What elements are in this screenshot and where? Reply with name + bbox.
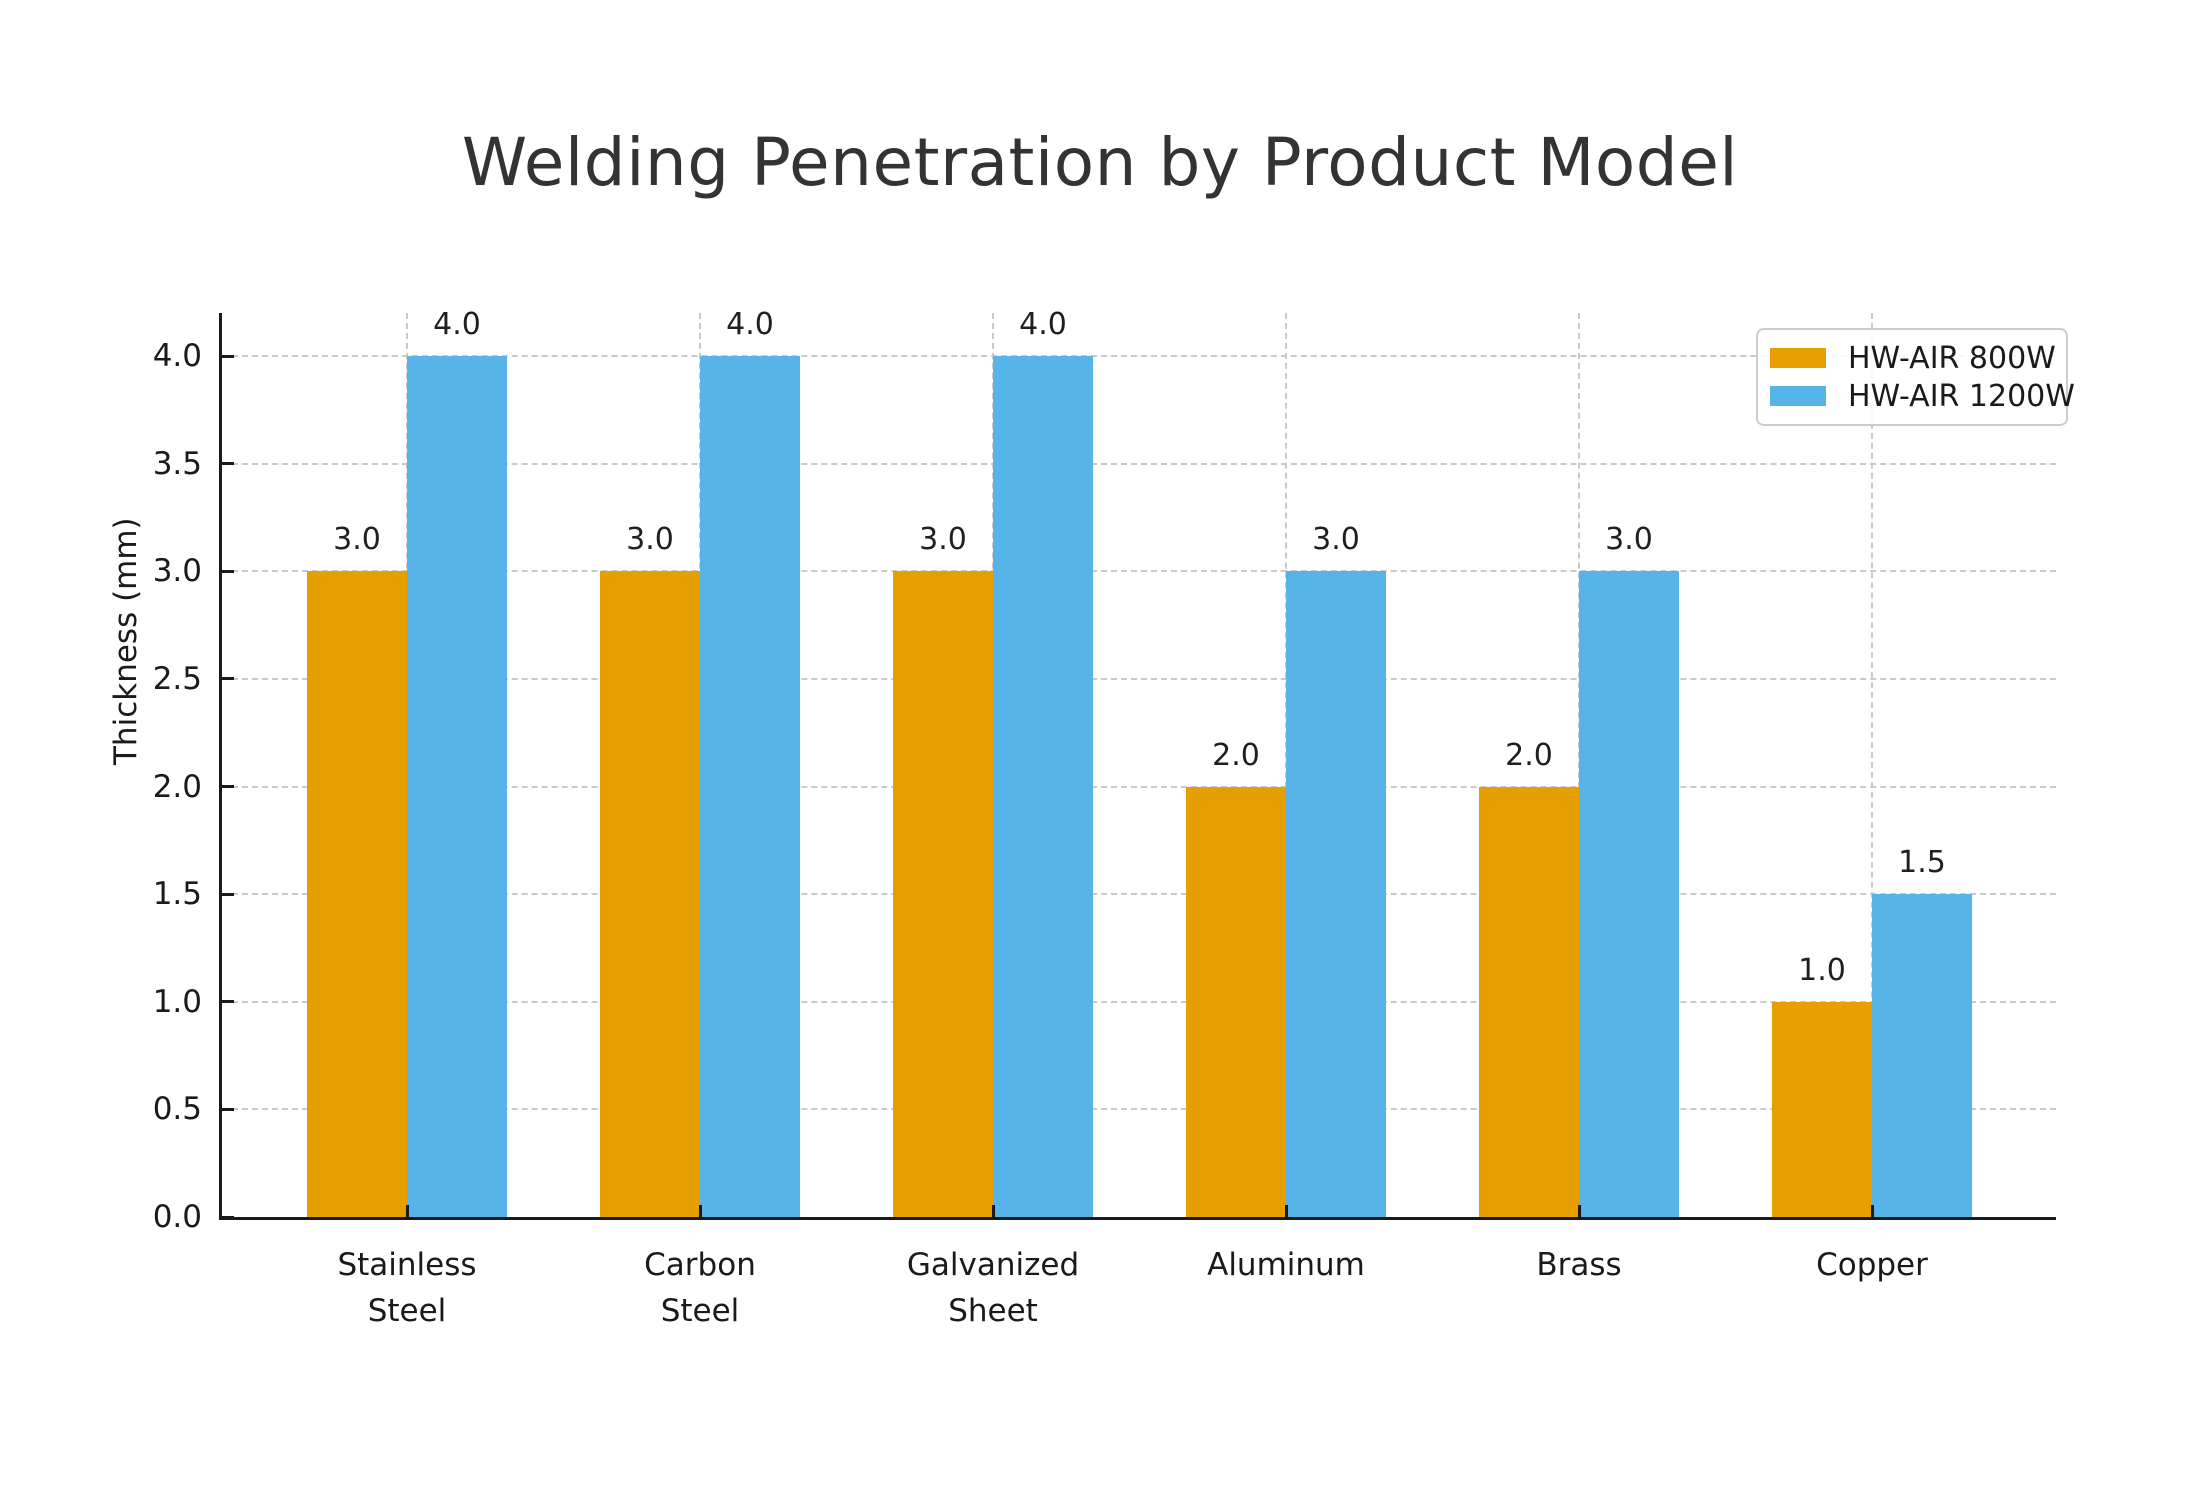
bar-hw-air-800w (600, 571, 700, 1217)
gridline-horizontal (222, 1000, 2056, 1003)
bar-hw-air-800w (1772, 1001, 1872, 1217)
x-tick-mark (991, 1205, 995, 1217)
y-tick-mark (222, 462, 234, 466)
gridline-vertical (1871, 313, 1873, 1217)
y-tick-mark (222, 1107, 234, 1111)
legend-swatch (1770, 348, 1826, 368)
y-tick-label: 4.0 (152, 338, 202, 375)
y-tick-label: 1.0 (152, 983, 202, 1020)
x-tick-label: Aluminum (1207, 1247, 1365, 1283)
bar-value-label: 1.5 (1898, 845, 1946, 881)
y-tick-label: 2.0 (152, 768, 202, 805)
y-tick-label: 2.5 (152, 660, 202, 697)
chart-title: Welding Penetration by Product Model (461, 124, 1739, 201)
bar-value-label: 4.0 (726, 307, 774, 343)
y-tick-label: 1.5 (152, 876, 202, 913)
bar-hw-air-800w (893, 571, 993, 1217)
x-tick-label: Galvanized Sheet (906, 1247, 1080, 1329)
y-tick-label: 3.0 (152, 553, 202, 590)
gridline-horizontal (222, 462, 2056, 465)
legend-label: HW-AIR 800W (1848, 340, 2056, 376)
x-tick-label: Brass (1536, 1247, 1622, 1283)
bar-hw-air-1200w (993, 356, 1093, 1217)
y-tick-mark (222, 1215, 234, 1219)
x-tick-mark (405, 1205, 409, 1217)
bar-value-label: 2.0 (1212, 737, 1260, 773)
bar-value-label: 3.0 (626, 522, 674, 558)
bar-value-label: 4.0 (1019, 307, 1067, 343)
bar-hw-air-800w (1479, 786, 1579, 1217)
gridline-horizontal (222, 893, 2056, 896)
legend-item: HW-AIR 1200W (1770, 377, 2075, 415)
bar-hw-air-1200w (1286, 571, 1386, 1217)
gridline-horizontal (222, 355, 2056, 358)
x-tick-mark (698, 1205, 702, 1217)
y-tick-label: 3.5 (152, 445, 202, 482)
bar-value-label: 2.0 (1505, 737, 1553, 773)
y-tick-mark (222, 354, 234, 358)
legend: HW-AIR 800W HW-AIR 1200W (1756, 328, 2075, 426)
plot-area: 3.0 4.0 3.0 4.0 3.0 4.0 2.0 3.0 2.0 3.0 1.0 1.5 (219, 308, 2056, 1220)
y-tick-label: 0.0 (152, 1199, 202, 1235)
legend-swatch (1770, 386, 1826, 406)
x-tick-mark (1577, 1205, 1581, 1217)
legend-label: HW-AIR 1200W (1848, 378, 2075, 414)
legend-item: HW-AIR 800W (1770, 339, 2056, 377)
bar-value-label: 3.0 (333, 522, 381, 558)
bar-value-label: 3.0 (1605, 522, 1653, 558)
bar-hw-air-1200w (700, 356, 800, 1217)
bar-value-label: 4.0 (433, 307, 481, 343)
bar-hw-air-800w (307, 571, 407, 1217)
gridline-horizontal (222, 785, 2056, 788)
gridline-horizontal (222, 1108, 2056, 1111)
y-tick-mark (222, 677, 234, 681)
x-tick-label: Stainless Steel (337, 1247, 477, 1329)
y-tick-mark (222, 569, 234, 573)
x-tick-mark (1284, 1205, 1288, 1217)
x-tick-label: Copper (1816, 1247, 1928, 1283)
y-tick-mark (222, 785, 234, 789)
gridline-horizontal (222, 570, 2056, 573)
y-tick-mark (222, 892, 234, 896)
plot-inner: 3.0 4.0 3.0 4.0 3.0 4.0 2.0 3.0 2.0 3.0 1.0 1.5 (222, 308, 2056, 1219)
bar-value-label: 1.0 (1798, 952, 1846, 988)
y-tick-label: 0.5 (152, 1091, 202, 1128)
y-tick-mark (222, 1000, 234, 1004)
bar-hw-air-1200w (1872, 894, 1972, 1217)
bar-value-label: 3.0 (919, 522, 967, 558)
x-tick-mark (1870, 1205, 1874, 1217)
bar-hw-air-1200w (407, 356, 507, 1217)
gridline-horizontal (222, 677, 2056, 680)
bar-hw-air-800w (1186, 786, 1286, 1217)
bar-value-label: 3.0 (1312, 522, 1360, 558)
x-tick-label: Carbon Steel (644, 1247, 756, 1329)
bar-hw-air-1200w (1579, 571, 1679, 1217)
